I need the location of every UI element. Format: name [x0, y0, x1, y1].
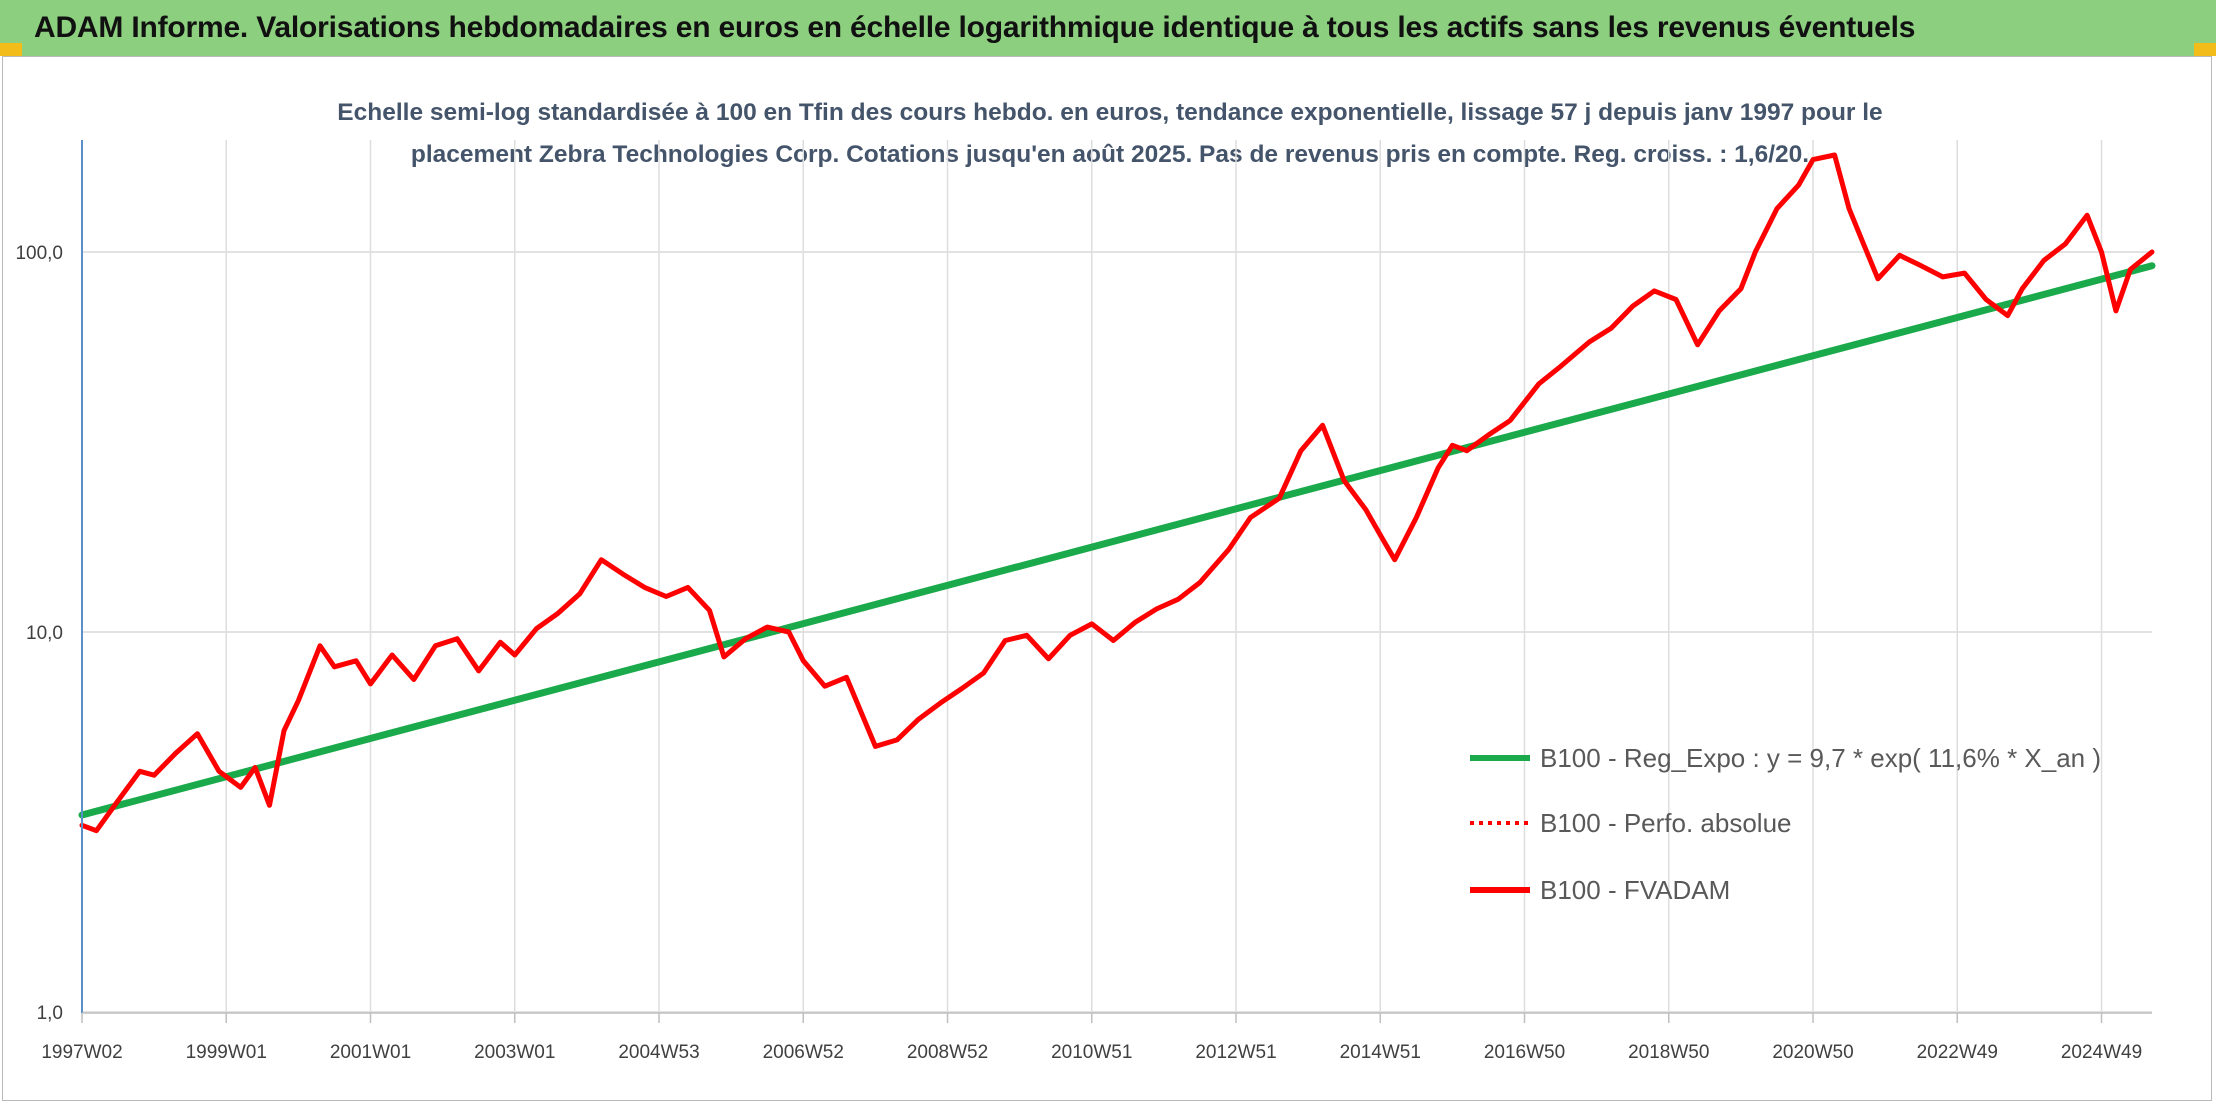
report-title: ADAM Informe. Valorisations hebdomadaire… [34, 11, 1916, 44]
x-tick-label: 2012W51 [1195, 1042, 1276, 1063]
legend-label: B100 - Perfo. absolue [1540, 808, 1792, 838]
report-header: ADAM Informe. Valorisations hebdomadaire… [0, 0, 2216, 56]
y-tick-label: 1,0 [37, 1003, 63, 1024]
x-tick-label: 2003W01 [474, 1042, 555, 1063]
x-tick-label: 1999W01 [186, 1042, 267, 1063]
x-tick-label: 2016W50 [1484, 1042, 1565, 1063]
chart-title-line-1: Echelle semi-log standardisée à 100 en T… [337, 99, 1883, 126]
x-tick-label: 2018W50 [1628, 1042, 1709, 1063]
x-tick-label: 2014W51 [1340, 1042, 1421, 1063]
x-tick-label: 2001W01 [330, 1042, 411, 1063]
x-tick-label: 2006W52 [763, 1042, 844, 1063]
x-tick-label: 2024W49 [2061, 1042, 2142, 1063]
regression-line [78, 262, 2156, 819]
chart-axes: 1,0 10,0 100,0 1997W02 1999W01 2001W01 2003W01… [15, 140, 2152, 1063]
chart-title-line-2: placement Zebra Technologies Corp. Cotat… [410, 141, 1810, 168]
chart-legend: B100 - Reg_Expo : y = 9,7 * exp( 11,6% *… [1470, 743, 2101, 905]
x-tick-label: 2004W53 [618, 1042, 699, 1063]
chart-frame [2, 56, 2212, 1101]
corner-marker-top-left [0, 43, 22, 56]
x-tick-label: 2020W50 [1772, 1042, 1853, 1063]
x-tick-label: 2010W51 [1051, 1042, 1132, 1063]
corner-marker-top-right [2194, 43, 2216, 56]
x-tick-label: 1997W02 [41, 1042, 122, 1063]
fvadam-series-line [79, 152, 2155, 834]
chart-title: Echelle semi-log standardisée à 100 en T… [180, 92, 2040, 176]
legend-label: B100 - FVADAM [1540, 875, 1730, 905]
legend-label: B100 - Reg_Expo : y = 9,7 * exp( 11,6% *… [1540, 743, 2101, 773]
chart-marks [78, 152, 2156, 834]
chart-grid [82, 140, 2152, 1013]
y-tick-label: 10,0 [26, 623, 63, 644]
y-tick-label: 100,0 [15, 243, 63, 264]
x-tick-label: 2022W49 [1917, 1042, 1998, 1063]
x-tick-label: 2008W52 [907, 1042, 988, 1063]
